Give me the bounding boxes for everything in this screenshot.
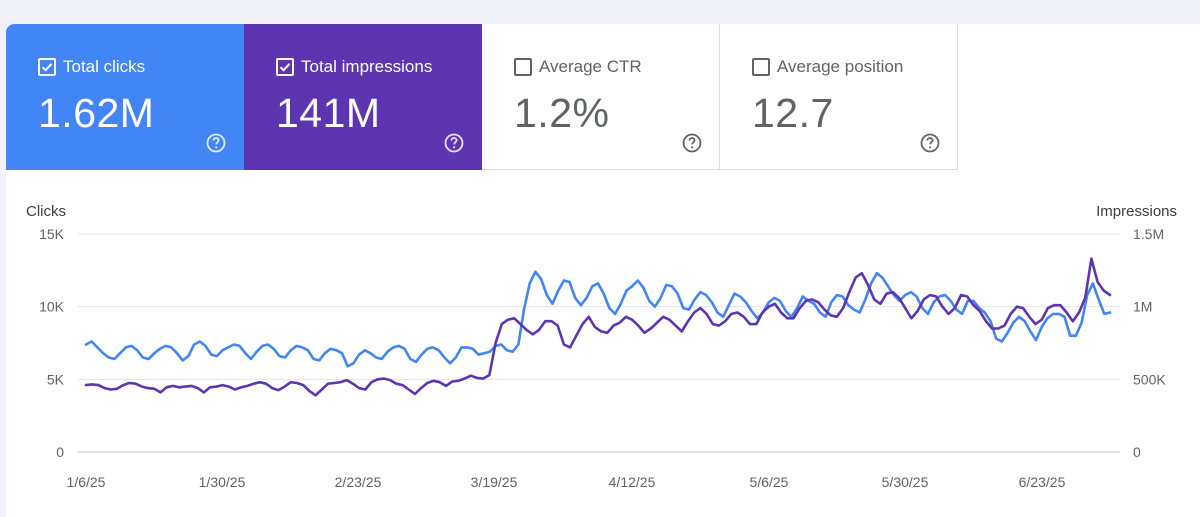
metric-card-total-impressions[interactable]: Total impressions 141M	[244, 24, 482, 170]
x-tick-label: 5/30/25	[882, 474, 929, 490]
checkbox-icon[interactable]	[276, 58, 294, 76]
x-tick-label: 1/30/25	[199, 474, 246, 490]
x-axis-ticks: 1/6/25 1/30/25 2/23/25 3/19/25 4/12/25 5/6/25…	[67, 474, 1066, 490]
metric-value: 12.7	[752, 90, 834, 136]
metric-value: 1.2%	[514, 90, 610, 136]
metric-label: Total impressions	[301, 57, 433, 76]
checkbox-icon[interactable]	[38, 58, 56, 76]
x-tick-label: 6/23/25	[1019, 474, 1066, 490]
metric-card-average-ctr[interactable]: Average CTR 1.2%	[482, 24, 720, 170]
left-tick-label: 5K	[47, 371, 65, 387]
checkbox-icon[interactable]	[752, 58, 770, 76]
checkbox-icon[interactable]	[514, 58, 532, 76]
metric-card-total-clicks[interactable]: Total clicks 1.62M	[6, 24, 244, 170]
x-tick-label: 1/6/25	[67, 474, 106, 490]
chart-grid	[78, 233, 1120, 453]
left-tick-label: 15K	[39, 226, 65, 242]
chart-series	[84, 257, 1112, 397]
x-tick-label: 2/23/25	[335, 474, 382, 490]
right-tick-label: 0	[1133, 444, 1141, 460]
left-axis-ticks: 15K 10K 5K 0	[39, 226, 65, 460]
impressions-series-line	[84, 257, 1112, 397]
help-circle-icon[interactable]	[444, 133, 464, 153]
left-axis-title: Clicks	[26, 203, 66, 220]
help-circle-icon[interactable]	[206, 133, 226, 153]
help-circle-icon[interactable]	[682, 133, 702, 153]
metric-label: Average CTR	[539, 57, 642, 76]
right-tick-label: 500K	[1133, 371, 1166, 387]
x-tick-label: 3/19/25	[471, 474, 518, 490]
x-tick-label: 5/6/25	[750, 474, 789, 490]
clicks-series-line	[84, 270, 1112, 368]
right-tick-label: 1.5M	[1133, 226, 1164, 242]
metric-label: Total clicks	[63, 57, 146, 76]
performance-chart: Clicks Impressions 15K 10K 5K 0 1.5M 1M 500K 0…	[6, 170, 1200, 517]
right-axis-ticks: 1.5M 1M 500K 0	[1133, 226, 1166, 460]
left-tick-label: 0	[56, 444, 64, 460]
performance-panel: Total clicks 1.62M Total impressions 141…	[6, 24, 1200, 517]
right-axis-title: Impressions	[1096, 203, 1177, 220]
metric-cards: Total clicks 1.62M Total impressions 141…	[6, 24, 958, 170]
chart-canvas: Clicks Impressions 15K 10K 5K 0 1.5M 1M 500K 0…	[26, 203, 1177, 490]
metric-value: 141M	[276, 90, 381, 136]
metric-card-average-position[interactable]: Average position 12.7	[720, 24, 958, 170]
metric-value: 1.62M	[38, 90, 155, 136]
right-tick-label: 1M	[1133, 299, 1152, 315]
help-circle-icon[interactable]	[920, 133, 940, 153]
metric-label: Average position	[777, 57, 904, 76]
left-tick-label: 10K	[39, 299, 65, 315]
x-tick-label: 4/12/25	[609, 474, 656, 490]
